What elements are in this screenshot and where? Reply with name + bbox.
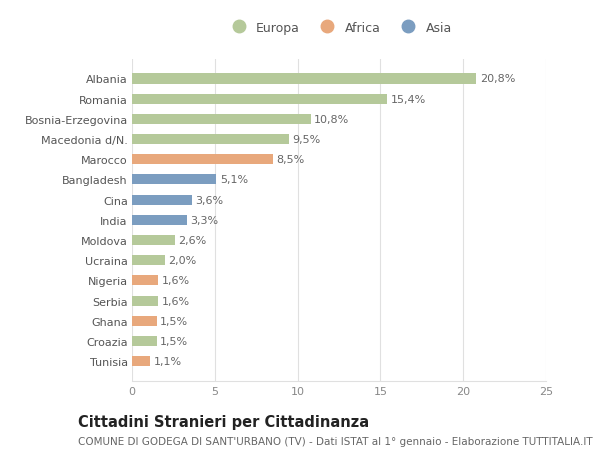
Text: COMUNE DI GODEGA DI SANT'URBANO (TV) - Dati ISTAT al 1° gennaio - Elaborazione T: COMUNE DI GODEGA DI SANT'URBANO (TV) - D… bbox=[78, 437, 593, 446]
Bar bbox=[132, 336, 157, 346]
Text: Cittadini Stranieri per Cittadinanza: Cittadini Stranieri per Cittadinanza bbox=[78, 414, 369, 429]
Bar bbox=[132, 155, 273, 165]
Bar bbox=[132, 256, 165, 266]
Text: 1,6%: 1,6% bbox=[162, 296, 190, 306]
Bar bbox=[132, 316, 157, 326]
Text: 3,6%: 3,6% bbox=[195, 195, 223, 205]
Bar bbox=[132, 276, 158, 286]
Bar bbox=[132, 195, 191, 205]
Text: 1,5%: 1,5% bbox=[160, 316, 188, 326]
Bar bbox=[132, 215, 187, 225]
Bar bbox=[132, 95, 387, 105]
Bar bbox=[132, 134, 289, 145]
Text: 9,5%: 9,5% bbox=[293, 135, 321, 145]
Text: 15,4%: 15,4% bbox=[391, 95, 425, 105]
Text: 10,8%: 10,8% bbox=[314, 115, 349, 124]
Text: 8,5%: 8,5% bbox=[276, 155, 304, 165]
Text: 1,1%: 1,1% bbox=[154, 356, 182, 366]
Bar bbox=[132, 356, 150, 366]
Bar bbox=[132, 235, 175, 246]
Text: 1,6%: 1,6% bbox=[162, 276, 190, 286]
Text: 3,3%: 3,3% bbox=[190, 215, 218, 225]
Bar bbox=[132, 115, 311, 125]
Text: 2,0%: 2,0% bbox=[169, 256, 197, 266]
Text: 2,6%: 2,6% bbox=[178, 235, 206, 246]
Text: 20,8%: 20,8% bbox=[480, 74, 515, 84]
Legend: Europa, Africa, Asia: Europa, Africa, Asia bbox=[222, 18, 456, 38]
Bar bbox=[132, 296, 158, 306]
Text: 5,1%: 5,1% bbox=[220, 175, 248, 185]
Bar bbox=[132, 74, 476, 84]
Bar bbox=[132, 175, 217, 185]
Text: 1,5%: 1,5% bbox=[160, 336, 188, 346]
